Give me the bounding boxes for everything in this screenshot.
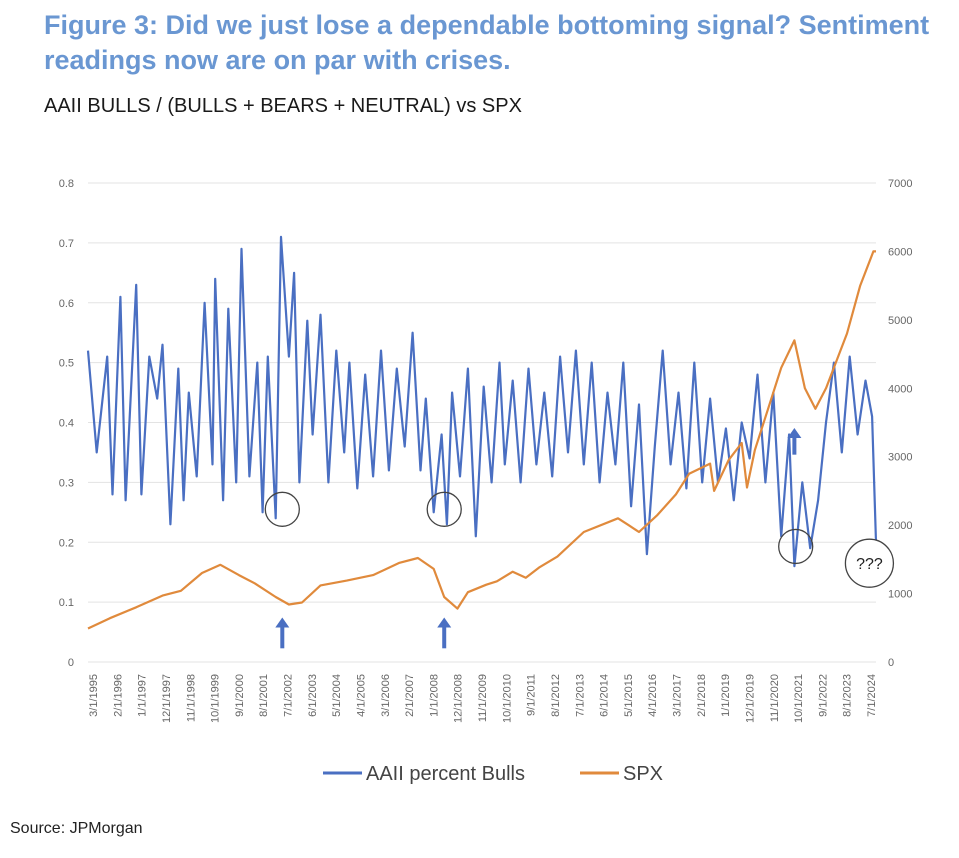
x-axis-tick-label: 1/1/2008 [428, 674, 440, 717]
x-axis-tick-label: 3/1/2006 [380, 674, 392, 717]
x-axis-tick-label: 4/1/2005 [355, 674, 367, 717]
left-axis-tick-label: 0.1 [59, 597, 74, 609]
x-axis-tick-label: 11/1/2009 [477, 674, 489, 722]
x-axis-tick-label: 5/1/2015 [623, 674, 635, 717]
right-axis-tick-label: 7000 [888, 178, 912, 190]
x-axis-tick-label: 4/1/2016 [647, 674, 659, 717]
highlight-circle [426, 491, 462, 527]
x-axis-tick-label: 9/1/2011 [526, 674, 538, 716]
up-arrow-head [275, 617, 290, 628]
x-axis-tick-label: 2/1/2018 [696, 674, 708, 717]
left-axis-tick-label: 0.3 [59, 477, 74, 489]
up-arrow-head [437, 617, 452, 628]
x-axis-tick-label: 1/1/1997 [137, 674, 149, 717]
x-axis-tick-label: 8/1/2023 [842, 674, 854, 717]
x-axis-tick-label: 10/1/2010 [501, 674, 513, 723]
left-axis-tick-label: 0.8 [59, 178, 74, 190]
left-axis-tick-label: 0.4 [59, 418, 74, 430]
x-axis-tick-label: 7/1/2013 [574, 674, 586, 717]
chart-subtitle: AAII BULLS / (BULLS + BEARS + NEUTRAL) v… [44, 95, 522, 117]
legend-bulls-label: AAII percent Bulls [366, 763, 525, 785]
x-axis-tick-label: 1/1/2019 [720, 674, 732, 717]
x-axis-tick-label: 9/1/2000 [234, 674, 246, 717]
x-axis-tick-label: 11/1/2020 [769, 674, 781, 722]
right-axis-tick-label: 2000 [888, 520, 912, 532]
left-axis-ticks: 0 0.1 0.2 0.3 0.4 0.5 0.6 0.7 0.8 [59, 178, 74, 669]
x-axis-tick-label: 11/1/1998 [185, 674, 197, 722]
x-axis-tick-label: 6/1/2014 [599, 674, 611, 717]
x-axis-tick-label: 2/1/1996 [112, 674, 124, 717]
left-axis-tick-label: 0.6 [59, 298, 74, 310]
question-marks-label: ??? [856, 556, 883, 573]
figure-title: Figure 3: Did we just lose a dependable … [44, 10, 930, 75]
x-axis-ticks: 3/1/1995 2/1/1996 1/1/1997 12/1/1997 11/1/19… [88, 674, 878, 723]
right-axis-tick-label: 5000 [888, 315, 912, 327]
left-axis-tick-label: 0.5 [59, 358, 74, 370]
legend-spx-label: SPX [623, 763, 663, 785]
right-axis-tick-label: 4000 [888, 383, 912, 395]
right-axis-tick-label: 3000 [888, 452, 912, 464]
left-axis-tick-label: 0.7 [59, 238, 74, 250]
x-axis-tick-label: 9/1/2022 [817, 674, 829, 717]
x-axis-tick-label: 3/1/1995 [88, 674, 100, 717]
x-axis-tick-label: 3/1/2017 [672, 674, 684, 717]
x-axis-tick-label: 12/1/1997 [161, 674, 173, 723]
right-axis-ticks: 0 1000 2000 3000 4000 5000 6000 7000 [888, 178, 912, 669]
legend: AAII percent Bulls SPX [323, 763, 663, 785]
left-axis-tick-label: 0.2 [59, 537, 74, 549]
highlight-circle [264, 491, 300, 527]
highlight-circle [778, 528, 814, 565]
left-axis-tick-label: 0 [68, 657, 74, 669]
x-axis-tick-label: 8/1/2012 [550, 674, 562, 717]
spx-series-line [87, 250, 876, 630]
x-axis-tick-label: 10/1/1999 [210, 674, 222, 723]
x-axis-tick-label: 10/1/2021 [793, 674, 805, 723]
bulls-series-line [86, 235, 878, 568]
x-axis-tick-label: 7/1/2002 [283, 674, 295, 717]
right-axis-tick-label: 1000 [888, 589, 912, 601]
right-axis-tick-label: 6000 [888, 246, 912, 258]
x-axis-tick-label: 8/1/2001 [258, 674, 270, 717]
up-arrow-head [787, 427, 802, 438]
question-circle [844, 538, 895, 588]
annotations: ??? [264, 427, 895, 649]
series-lines [86, 235, 878, 630]
x-axis-tick-label: 12/1/2008 [453, 674, 465, 723]
right-axis-tick-label: 0 [888, 657, 894, 669]
x-axis-tick-label: 5/1/2004 [331, 674, 343, 717]
x-axis-tick-label: 7/1/2024 [866, 674, 878, 717]
source-note: Source: JPMorgan [10, 820, 143, 837]
x-axis-tick-label: 2/1/2007 [404, 674, 416, 717]
x-axis-tick-label: 12/1/2019 [744, 674, 756, 723]
x-axis-tick-label: 6/1/2003 [307, 674, 319, 717]
chart: 0 0.1 0.2 0.3 0.4 0.5 0.6 0.7 0.8 0 1000 2000 3000 4… [59, 178, 913, 785]
